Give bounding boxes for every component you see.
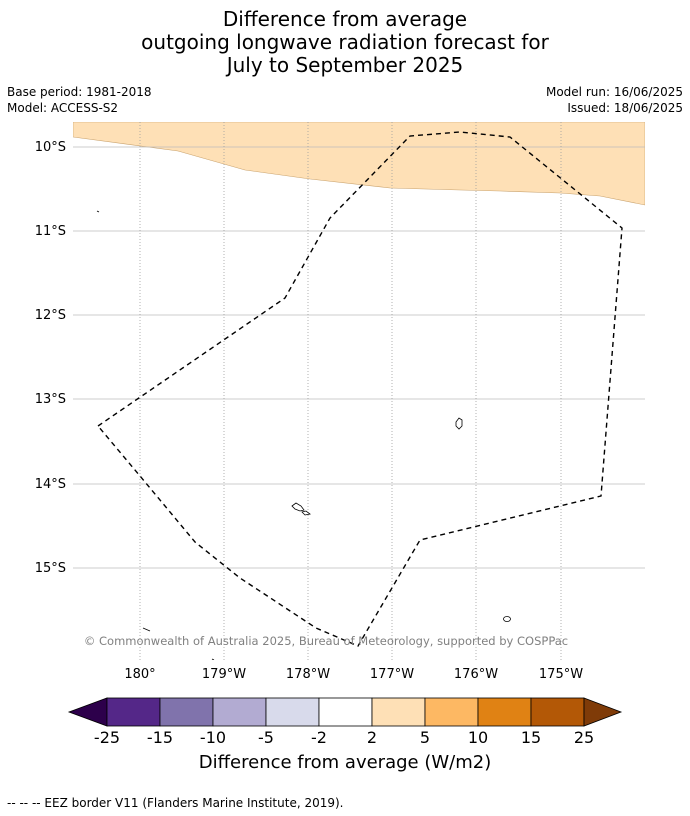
island-outline [211,658,215,660]
island-outline [96,210,100,213]
lat-label: 11°S [35,224,66,239]
colorbar-cell [477,697,532,727]
issued-date: Issued: 18/06/2025 [567,101,683,115]
lon-label: 177°W [370,667,414,682]
islands [96,210,511,660]
colorbar-cell [371,697,426,727]
colorbar-cell [212,697,267,727]
map-title: Difference from average outgoing longwav… [0,8,690,77]
island-outline [503,616,511,622]
eez-border [96,131,623,647]
lon-label: 178°W [286,667,330,682]
eez-footnote: -- -- -- EEZ border V11 (Flanders Marine… [7,796,344,810]
colorbar-cell [318,697,373,727]
colorbar-cell [265,697,320,727]
model-run: Model run: 16/06/2025 [545,85,683,99]
anomaly-region [73,122,645,206]
colorbar [67,697,623,727]
title-line-2: outgoing longwave radiation forecast for [141,30,549,54]
lat-label: 15°S [35,561,66,576]
colorbar-tick: 2 [367,728,377,747]
title-line-3: July to September 2025 [226,53,464,77]
colorbar-cell [530,697,585,727]
colorbar-tick: 5 [420,728,430,747]
copyright-text: © Commonwealth of Australia 2025, Bureau… [84,634,568,648]
colorbar-tick: 10 [468,728,488,747]
meta-right: Model run: 16/06/2025 Issued: 18/06/2025 [546,84,683,116]
colorbar-tick: -5 [258,728,274,747]
island-outline [455,417,463,430]
colorbar-tick: -10 [200,728,226,747]
island-outline [142,627,151,632]
lon-labels: 180° 179°W 178°W 177°W 176°W 175°W [124,667,583,682]
colorbar-cell [106,697,161,727]
lat-label: 13°S [35,392,66,407]
title-line-1: Difference from average [222,7,468,31]
lat-label: 10°S [35,140,66,155]
lon-label: 180° [124,667,155,682]
lat-label: 14°S [35,477,66,492]
colorbar-ticks: -25 -15 -10 -5 -2 2 5 10 15 25 [94,728,594,747]
colorbar-tick: -25 [94,728,120,747]
lon-label: 175°W [539,667,583,682]
lon-label: 176°W [454,667,498,682]
colorbar-tick: -15 [147,728,173,747]
colorbar-label: Difference from average (W/m2) [198,752,492,773]
lat-label: 12°S [35,308,66,323]
colorbar-cell [159,697,214,727]
colorbar-extend-high [583,697,623,727]
lat-labels: 10°S 11°S 12°S 13°S 14°S 15°S [35,140,66,576]
meta-left: Base period: 1981-2018 Model: ACCESS-S2 [7,84,152,116]
colorbar-tick: -2 [311,728,327,747]
colorbar-tick: 15 [521,728,541,747]
model-name: Model: ACCESS-S2 [7,101,119,115]
base-period: Base period: 1981-2018 [7,85,152,99]
colorbar-tick: 25 [574,728,594,747]
lon-label: 179°W [202,667,246,682]
colorbar-cell [424,697,479,727]
map-area [73,122,645,660]
lat-gridlines [73,146,645,569]
island-outline [291,502,305,512]
colorbar-extend-low [67,697,108,727]
island-outline [301,510,311,516]
